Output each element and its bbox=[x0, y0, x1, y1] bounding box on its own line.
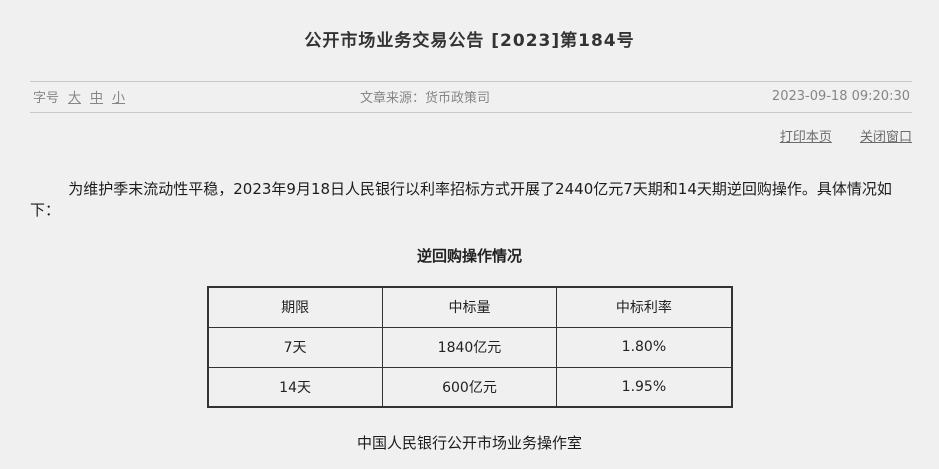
font-size-medium-link[interactable]: 中 bbox=[90, 91, 104, 106]
announcement-paragraph: 为维护季末流动性平稳，2023年9月18日人民银行以利率招标方式开展了2440亿… bbox=[30, 180, 892, 219]
publish-timestamp: 2023-09-18 09:20:30 bbox=[771, 89, 910, 104]
article-source-value: 货币政策司 bbox=[425, 91, 491, 106]
repo-operations-table: 期限 中标量 中标利率 7天 1840亿元 1.80% 14天 600亿元 1.… bbox=[206, 286, 733, 408]
table-header-row: 期限 中标量 中标利率 bbox=[207, 286, 732, 328]
table-cell-amount: 1840亿元 bbox=[381, 326, 558, 368]
meta-bar: 字号 大 中 小 文章来源：货币政策司 2023-09-18 09:20:30 bbox=[30, 81, 912, 113]
table-cell-amount: 600亿元 bbox=[381, 366, 558, 408]
page-title: 公开市场业务交易公告 [2023]第184号 bbox=[304, 31, 635, 51]
font-size-controls: 字号 大 中 小 bbox=[30, 87, 360, 106]
announcement-page: 公开市场业务交易公告 [2023]第184号 字号 大 中 小 文章来源：货币政… bbox=[0, 26, 939, 469]
close-window-link[interactable]: 关闭窗口 bbox=[859, 130, 912, 145]
article-source: 文章来源：货币政策司 bbox=[360, 87, 772, 106]
font-size-label: 字号 bbox=[33, 91, 60, 106]
footer-org: 中国人民银行公开市场业务操作室 bbox=[356, 434, 582, 452]
table-header-rate: 中标利率 bbox=[556, 286, 732, 328]
table-title: 逆回购操作情况 bbox=[416, 247, 522, 265]
table-row: 7天 1840亿元 1.80% bbox=[207, 326, 732, 368]
table-row: 14天 600亿元 1.95% bbox=[207, 366, 732, 408]
article-source-label: 文章来源： bbox=[360, 91, 426, 106]
actions-row: 打印本页 关闭窗口 bbox=[0, 126, 912, 145]
font-size-large-link[interactable]: 大 bbox=[68, 91, 82, 106]
table-cell-term: 7天 bbox=[207, 326, 383, 368]
print-page-link[interactable]: 打印本页 bbox=[779, 130, 832, 145]
font-size-small-link[interactable]: 小 bbox=[112, 91, 126, 106]
table-cell-rate: 1.95% bbox=[556, 366, 732, 408]
table-cell-rate: 1.80% bbox=[556, 326, 732, 368]
table-header-amount: 中标量 bbox=[381, 286, 558, 328]
table-cell-term: 14天 bbox=[207, 366, 383, 408]
table-header-term: 期限 bbox=[207, 286, 383, 328]
